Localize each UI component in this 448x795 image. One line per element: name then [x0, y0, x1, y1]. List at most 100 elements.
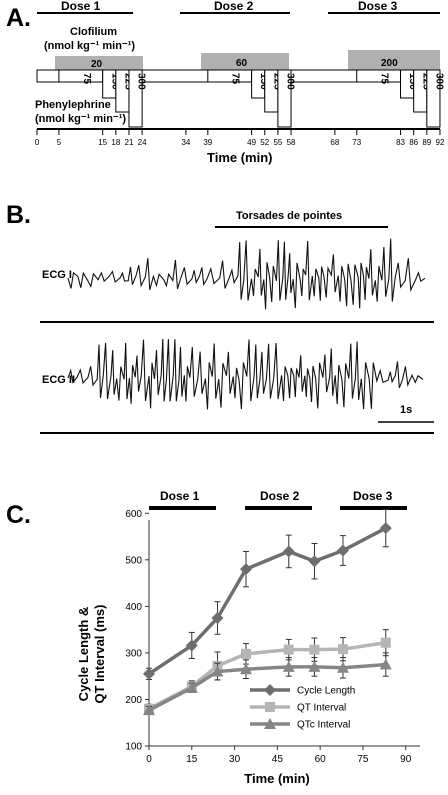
data-point: [283, 644, 294, 655]
legend-entry: QTc Interval: [297, 720, 350, 731]
phenylephrine-block: [128, 69, 143, 128]
time-ticks: 0 5 15 18 21 24 34 39 49 52 55 58 68 73 83 86 89 92: [35, 129, 445, 147]
data-point: [308, 555, 321, 568]
clofilium-units: (nmol kg⁻¹ min⁻¹): [44, 40, 135, 52]
phenylephrine-block: [207, 69, 253, 83]
data-point: [379, 658, 392, 670]
time-tick-label: 21: [125, 138, 134, 147]
dose1-label: Dose 1: [61, 0, 101, 13]
phenylephrine-value: 75: [379, 73, 390, 85]
y-axis-label-1: Cycle Length &: [76, 607, 91, 702]
time-tick-label: 55: [273, 138, 282, 147]
c-dose3-label: Dose 3: [353, 489, 393, 503]
series-line: [148, 526, 387, 676]
y-tick-label: 500: [125, 555, 142, 566]
phenylephrine-value: 225: [271, 73, 282, 90]
phenylephrine-value: 225: [122, 73, 133, 90]
chart-area: 0 15 30 45 60 75 90 100 200 300 400 500 600 Cycle Len…: [125, 509, 420, 765]
series-line: [148, 662, 386, 712]
ecg1-trace: [67, 238, 426, 310]
time-tick-label: 73: [352, 138, 361, 147]
time-tick-label: 0: [35, 138, 40, 147]
phenylephrine-block: [426, 69, 441, 128]
phenylephrine-label: Phenylephrine: [35, 99, 111, 111]
data-point: [143, 704, 155, 716]
data-point: [309, 644, 320, 655]
data-point: [336, 661, 349, 673]
data-point: [308, 660, 321, 672]
time-tick-label: 34: [181, 138, 190, 147]
time-tick-label: 49: [247, 138, 256, 147]
time-tick-label: 52: [260, 138, 269, 147]
phenylephrine-block: [58, 69, 104, 83]
time-tick-label: 92: [436, 138, 445, 147]
dose2-label: Dose 2: [214, 0, 254, 13]
legend: Cycle Length QT Interval QTc Interval: [250, 684, 355, 731]
phenylephrine-value: 150: [407, 73, 418, 90]
clofilium-block-1: [55, 56, 143, 70]
time-tick-label: 15: [98, 138, 107, 147]
data-point: [185, 639, 198, 652]
series-0: [143, 509, 392, 680]
torsades-label: Torsades de pointes: [236, 210, 342, 222]
phenylephrine-value: 150: [109, 73, 120, 90]
legend-swatch-marker: [264, 684, 276, 696]
time-tick-label: 68: [330, 138, 339, 147]
dose3-label: Dose 3: [358, 0, 398, 13]
y-tick-label: 300: [125, 648, 142, 659]
x-tick-label: 75: [357, 754, 369, 765]
y-tick-label: 200: [125, 695, 142, 706]
data-point: [282, 660, 295, 672]
x-tick-label: 15: [186, 754, 198, 765]
clofilium-block-3: [348, 50, 440, 70]
phenylephrine-value: 225: [420, 73, 431, 90]
x-tick-label: 30: [229, 754, 241, 765]
panel-a-letter: A.: [6, 4, 31, 32]
x-axis-label: Time (min): [244, 771, 310, 786]
data-point: [211, 665, 224, 677]
data-point: [380, 637, 391, 648]
data-point: [211, 612, 224, 624]
phenylephrine-block: [356, 69, 402, 83]
legend-swatch-marker: [265, 702, 275, 712]
c-dose1-label: Dose 1: [160, 489, 200, 503]
data-point: [282, 545, 295, 558]
clofilium-value-1: 20: [91, 59, 103, 70]
data-point: [143, 667, 155, 680]
phenylephrine-value: 150: [258, 73, 269, 90]
time-tick-label: 5: [57, 138, 62, 147]
legend-entry: Cycle Length: [297, 686, 355, 697]
x-tick-label: 90: [400, 754, 412, 765]
y-axis-label-2: QT Interval (ms): [92, 605, 107, 704]
time-tick-label: 58: [287, 138, 296, 147]
time-tick-label: 24: [138, 138, 147, 147]
time-tick-label: 83: [396, 138, 405, 147]
phenylephrine-value: 75: [230, 73, 241, 85]
c-dose2-label: Dose 2: [260, 489, 300, 503]
phenylephrine-value: 300: [284, 73, 295, 90]
y-tick-label: 600: [125, 509, 142, 520]
time-tick-label: 39: [203, 138, 212, 147]
legend-swatch-marker: [264, 718, 276, 729]
time-tick-label: 89: [422, 138, 431, 147]
data-point: [336, 544, 349, 557]
clofilium-label: Clofilium: [70, 26, 117, 38]
panel-b-letter: B.: [6, 201, 31, 229]
clofilium-value-2: 60: [236, 58, 248, 69]
clofilium-value-3: 200: [381, 58, 398, 69]
y-tick-label: 100: [125, 742, 142, 753]
data-point: [239, 563, 252, 576]
ecg1-label: ECG I: [42, 269, 72, 281]
series-line: [148, 640, 387, 711]
ecg2-label: ECG II: [42, 374, 75, 386]
clofilium-block-2: [201, 53, 289, 70]
panel-c-letter: C.: [6, 501, 31, 529]
phenylephrine-units: (nmol kg⁻¹ min⁻¹): [35, 113, 126, 125]
scale-bar-label: 1s: [400, 404, 412, 416]
data-point: [240, 648, 251, 659]
phenylephrine-value: 75: [81, 73, 92, 85]
data-point: [337, 644, 348, 655]
x-tick-label: 60: [315, 754, 327, 765]
legend-entry: QT Interval: [297, 703, 346, 714]
